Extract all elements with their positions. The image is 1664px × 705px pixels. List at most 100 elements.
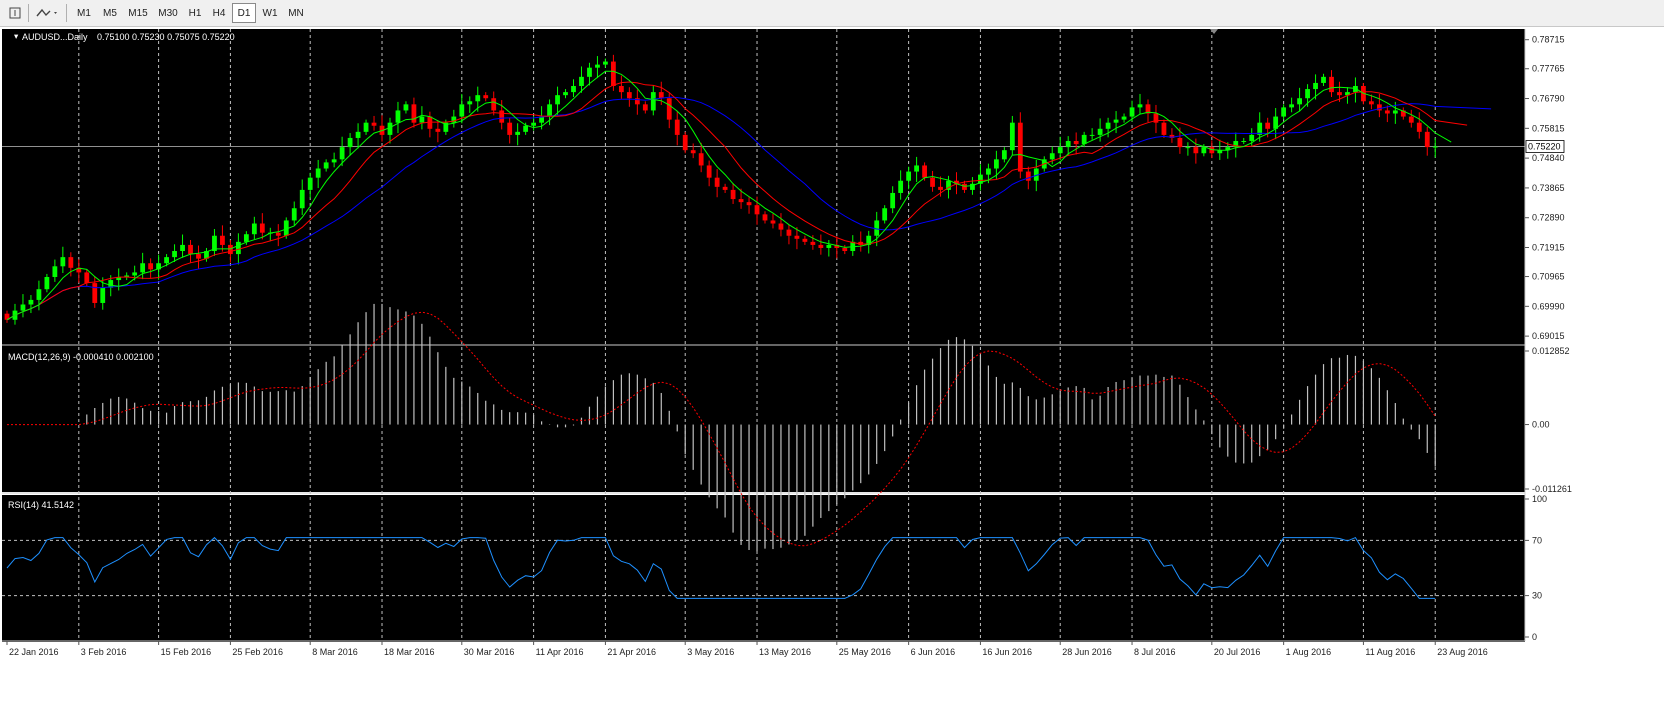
rsi-series: [2, 536, 1525, 599]
candle-body: [331, 159, 337, 163]
candle-body: [658, 92, 664, 99]
candle-body: [826, 244, 832, 248]
candle-body: [427, 116, 433, 129]
candle-body: [954, 180, 959, 184]
candle-body: [834, 244, 840, 248]
candle-body: [164, 257, 169, 264]
candle-body: [1416, 122, 1422, 132]
rsi-panel[interactable]: [2, 495, 1525, 642]
candle-body: [20, 304, 26, 311]
candle-body: [770, 220, 776, 224]
candle-body: [323, 162, 329, 169]
candle-body: [1305, 89, 1310, 99]
candle-body: [882, 208, 888, 221]
price-tick-label: 0.77765: [1532, 64, 1565, 74]
candle-body: [810, 241, 816, 245]
timeframe-h1[interactable]: H1: [188, 7, 202, 19]
candle-body: [786, 229, 792, 236]
candle-body: [1073, 141, 1079, 145]
candle-body: [993, 159, 999, 169]
symbol-label: AUDUSD...Daily: [22, 32, 88, 42]
candle-body: [722, 186, 728, 190]
candle-body: [1233, 141, 1239, 148]
candle-body: [898, 180, 904, 193]
candle-body: [1081, 134, 1087, 145]
candle-body: [228, 244, 233, 255]
candle-body: [1169, 134, 1175, 138]
candle-body: [315, 168, 321, 178]
candle-body: [1129, 107, 1135, 117]
candle-body: [1049, 153, 1055, 160]
timeframe-m30[interactable]: M30: [158, 7, 178, 19]
candle-body: [1329, 76, 1334, 93]
candle-body: [1217, 150, 1223, 154]
candle-body: [714, 177, 720, 187]
candle-body: [403, 104, 409, 111]
candle-body: [148, 263, 154, 270]
candle-body: [132, 272, 138, 276]
candle-body: [299, 189, 305, 209]
candle-body: [1281, 107, 1287, 117]
timeframe-m1[interactable]: M1: [77, 7, 91, 19]
candle-body: [307, 177, 313, 190]
line-tools-icon: [36, 8, 57, 17]
price-axis: [1525, 27, 1664, 705]
timeframe-m15[interactable]: M15: [128, 7, 148, 19]
candle-body: [419, 116, 425, 123]
candle-body: [1257, 122, 1263, 135]
candle-body: [1145, 104, 1151, 114]
candle-body: [235, 241, 241, 255]
chart-area[interactable]: 22 Jan 2016 3 Feb 2016 15 Feb 2016 25 Feb 2…: [0, 27, 1664, 705]
candle-body: [475, 95, 481, 102]
chart-svg[interactable]: 22 Jan 2016 3 Feb 2016 15 Feb 2016 25 Feb 2…: [0, 27, 1664, 705]
candle-body: [922, 165, 927, 178]
timeframe-mn[interactable]: MN: [288, 7, 304, 19]
chart-menu-icon[interactable]: ▾: [14, 31, 19, 41]
timeframe-h4[interactable]: H4: [212, 7, 226, 19]
candle-body: [443, 122, 449, 132]
candle-body: [1089, 134, 1095, 136]
timeframe-w1[interactable]: W1: [262, 7, 278, 19]
macd-panel[interactable]: [2, 347, 1525, 492]
candle-body: [411, 104, 417, 123]
date-label: 28 Jun 2016: [1062, 647, 1112, 657]
candle-body: [914, 165, 919, 172]
candle-body: [259, 223, 265, 233]
vertical-gridlines: [78, 29, 1436, 641]
price-tick-label: 0.71915: [1532, 243, 1565, 253]
macd-label: MACD(12,26,9) -0.000410 0.002100: [8, 352, 154, 362]
price-tick-label: 0.72890: [1532, 213, 1565, 223]
macd-tick-label: 0.00: [1532, 420, 1550, 430]
candle-body: [603, 61, 608, 65]
candle-body: [539, 116, 544, 123]
candle-body: [746, 202, 752, 206]
candle-body: [1153, 113, 1159, 123]
candle-body: [762, 214, 768, 221]
price-tick-label: 0.69015: [1532, 331, 1565, 341]
candle-body: [690, 150, 696, 154]
candle-body: [204, 251, 209, 259]
candle-body: [674, 119, 680, 135]
candle-body: [339, 147, 345, 160]
main-panel[interactable]: [2, 29, 1525, 347]
candle-body: [243, 234, 249, 242]
price-tick-label: 0.73865: [1532, 183, 1565, 193]
candle-body: [563, 92, 568, 96]
candle-body: [906, 171, 912, 181]
date-label: 25 May 2016: [839, 647, 891, 657]
candle-body: [642, 104, 648, 111]
candle-body: [1113, 119, 1119, 123]
timeframe-m5[interactable]: M5: [103, 7, 117, 19]
candle-body: [180, 244, 185, 252]
candle-body: [1209, 147, 1215, 154]
line-tools-dropdown[interactable]: [32, 3, 62, 23]
date-label: 3 Feb 2016: [81, 647, 127, 657]
timeframe-d1[interactable]: D1: [232, 3, 256, 23]
candle-body: [451, 116, 457, 123]
candle-body: [1273, 116, 1279, 129]
crosshair-icon[interactable]: [6, 3, 24, 23]
candle-body: [523, 125, 529, 132]
candle-body: [874, 220, 880, 236]
candle-body: [291, 208, 297, 221]
chart-shift-marker: [1210, 29, 1218, 34]
